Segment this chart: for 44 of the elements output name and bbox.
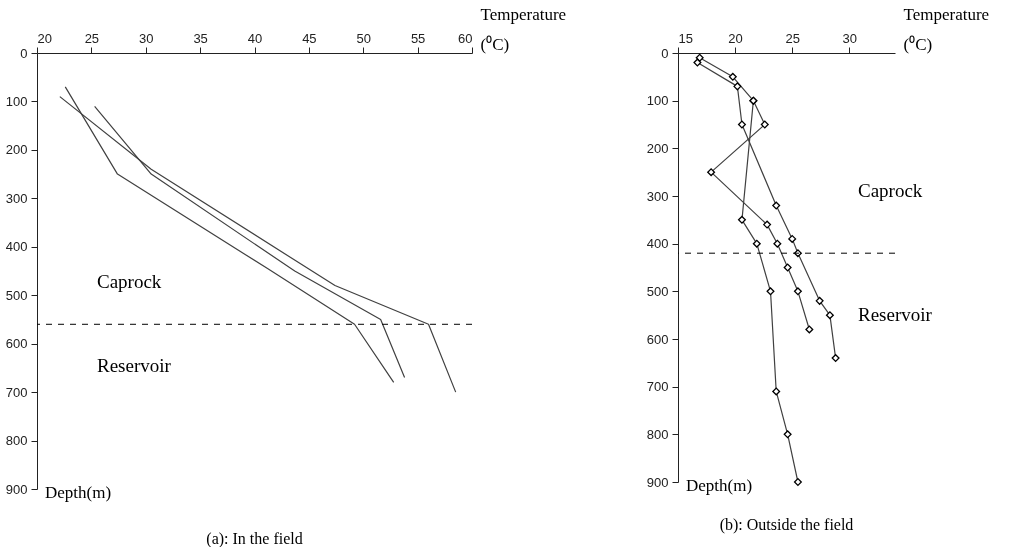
y-tick-label: 500 (646, 283, 669, 299)
y-tick-label: 600 (5, 336, 28, 352)
x-tick-label: 15 (678, 30, 693, 46)
x-tick-label: 60 (458, 30, 473, 46)
y-tick-label: 700 (5, 384, 28, 400)
x-tick-label: 35 (193, 30, 208, 46)
y-tick-label: 300 (646, 188, 669, 204)
y-tick-label: 700 (646, 379, 669, 395)
x-tick-label: 20 (37, 30, 52, 46)
x-axis-title: Temperature (⁰C) (903, 4, 990, 54)
y-tick-label: 200 (5, 142, 28, 158)
y-tick-label: 100 (5, 93, 28, 109)
y-tick-label: 900 (646, 474, 669, 490)
text: (a): In the field (206, 530, 303, 547)
y-tick-label: 300 (5, 190, 28, 206)
y-tick-label: 0 (20, 45, 28, 61)
y-tick-label: 400 (5, 239, 28, 255)
annotation: Depth(m) (45, 483, 112, 502)
x-tick-label: 20 (728, 30, 743, 46)
annotation: Reservoir (97, 355, 172, 377)
x-tick-label: 55 (410, 30, 426, 46)
x-tick-label: 30 (139, 30, 154, 46)
y-tick-label: 100 (646, 93, 669, 109)
y-tick-label: 200 (646, 140, 669, 156)
x-tick-label: 30 (842, 30, 858, 46)
y-tick-label: 0 (661, 45, 669, 61)
x-axis-title: Temperature (⁰C) (480, 4, 567, 54)
x-tick-label: 25 (84, 30, 100, 46)
y-tick-label: 500 (5, 287, 28, 303)
x-tick-label: 50 (356, 30, 371, 46)
line-series (94, 105, 406, 379)
annotation: Caprock (858, 180, 923, 202)
annotation: Reservoir (858, 304, 933, 326)
annotation: Depth(m) (686, 476, 753, 495)
y-tick-label: 400 (646, 236, 669, 252)
text: (b): Outside the field (719, 516, 854, 534)
y-tick-label: 600 (646, 331, 669, 347)
annotation: Caprock (97, 271, 162, 293)
x-tick-label: 45 (302, 30, 317, 46)
y-tick-label: 900 (5, 481, 28, 497)
x-tick-label: 40 (247, 30, 263, 46)
x-tick-label: 25 (785, 30, 800, 46)
y-tick-label: 800 (646, 426, 669, 442)
y-tick-label: 800 (5, 433, 28, 449)
